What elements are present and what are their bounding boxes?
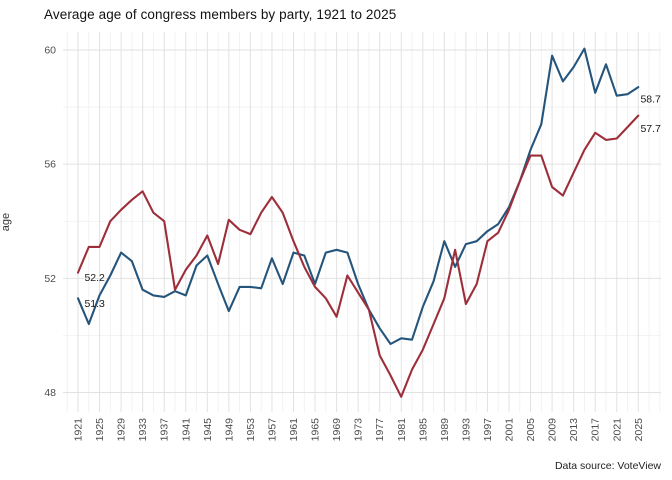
svg-text:2013: 2013 xyxy=(568,418,580,442)
svg-text:1969: 1969 xyxy=(331,418,343,442)
svg-text:1977: 1977 xyxy=(374,418,386,442)
svg-text:1937: 1937 xyxy=(159,418,171,442)
data-source-caption: Data source: VoteView xyxy=(554,460,661,472)
data-label: 52.2 xyxy=(84,272,105,284)
data-label: 57.7 xyxy=(640,123,661,135)
x-tick-labels: 1921 1925 1929 1933 1937 1941 1945 1949 1953 1957… xyxy=(73,418,645,442)
svg-text:56: 56 xyxy=(44,159,56,171)
annotations: 52.2 51.3 58.7 57.7 xyxy=(84,94,661,310)
svg-text:1981: 1981 xyxy=(396,418,408,442)
svg-text:2001: 2001 xyxy=(504,418,516,442)
svg-text:1929: 1929 xyxy=(116,418,128,442)
svg-text:1993: 1993 xyxy=(460,418,472,442)
svg-text:2009: 2009 xyxy=(547,418,559,442)
svg-text:1933: 1933 xyxy=(137,418,149,442)
svg-text:1985: 1985 xyxy=(417,418,429,442)
data-label: 51.3 xyxy=(84,298,105,310)
minor-gridlines xyxy=(63,32,661,412)
svg-text:1989: 1989 xyxy=(439,418,451,442)
svg-text:1965: 1965 xyxy=(310,418,322,442)
democrat-line xyxy=(76,47,640,346)
chart-title: Average age of congress members by party… xyxy=(44,7,397,22)
svg-text:1973: 1973 xyxy=(353,418,365,442)
svg-text:1921: 1921 xyxy=(73,418,85,442)
svg-text:52: 52 xyxy=(44,273,56,285)
svg-text:1997: 1997 xyxy=(482,418,494,442)
svg-text:2005: 2005 xyxy=(525,418,537,442)
major-gridlines xyxy=(63,32,661,412)
republican-line xyxy=(76,114,640,398)
y-tick-labels: 48 52 56 60 xyxy=(44,45,56,399)
svg-text:48: 48 xyxy=(44,387,56,399)
svg-text:2025: 2025 xyxy=(633,418,645,442)
svg-text:1945: 1945 xyxy=(202,418,214,442)
svg-text:2021: 2021 xyxy=(611,418,623,442)
svg-text:1961: 1961 xyxy=(288,418,300,442)
svg-text:2017: 2017 xyxy=(590,418,602,442)
svg-text:1957: 1957 xyxy=(266,418,278,442)
svg-text:1925: 1925 xyxy=(94,418,106,442)
svg-text:60: 60 xyxy=(44,45,56,57)
data-label: 58.7 xyxy=(640,94,661,106)
svg-text:1949: 1949 xyxy=(223,418,235,442)
svg-text:1941: 1941 xyxy=(180,418,192,442)
svg-text:1953: 1953 xyxy=(245,418,257,442)
